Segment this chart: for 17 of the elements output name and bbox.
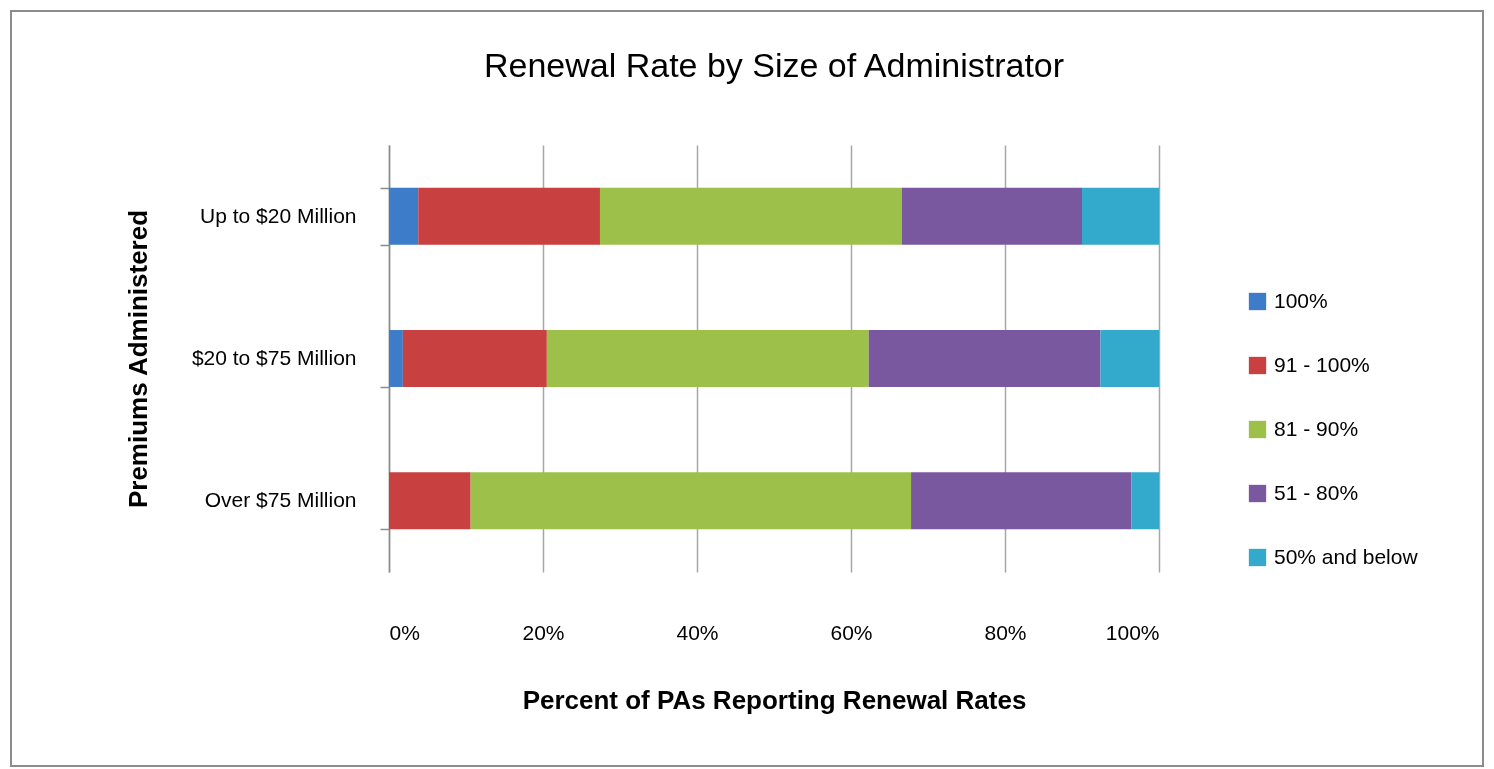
legend-label: 91 - 100% (1274, 352, 1370, 376)
x-tick-label: 100% (1105, 620, 1160, 644)
x-tick-label: 60% (830, 620, 873, 644)
legend-label: 100% (1274, 288, 1328, 312)
x-tick-label: 20% (522, 620, 565, 644)
legend-label: 50% and below (1274, 544, 1419, 568)
y-tick-label: Over $75 Million (204, 488, 357, 512)
legend-label: 81 - 90% (1274, 416, 1359, 440)
y-tick-label: $20 to $75 Million (191, 346, 357, 369)
legend-label: 51 - 80% (1274, 480, 1359, 504)
y-axis-title: Premiums Administered (122, 209, 153, 509)
x-axis-title: Percent of PAs Reporting Renewal Rates (522, 684, 1027, 715)
chart-title: Renewal Rate by Size of Administrator (483, 46, 1065, 84)
y-tick-label: Up to $20 Million (200, 203, 357, 227)
x-tick-label: 40% (676, 620, 719, 644)
x-tick-label: 0% (389, 620, 420, 644)
x-tick-label: 80% (984, 620, 1027, 644)
